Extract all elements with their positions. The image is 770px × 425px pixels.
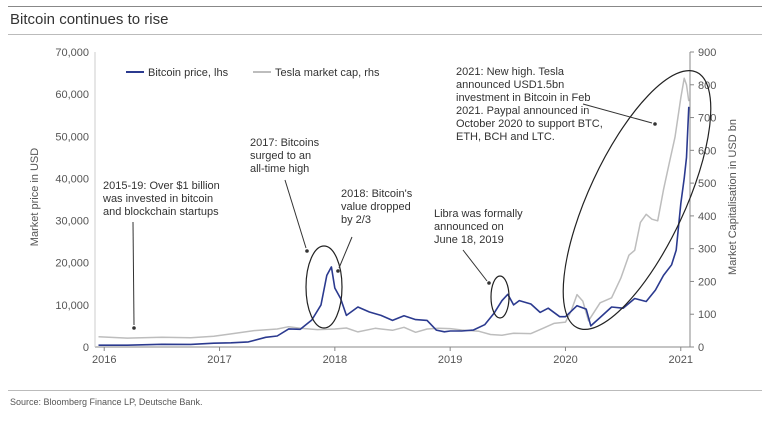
series-line-tesla-market-cap [98,77,690,339]
series-lines [98,77,690,346]
annotation-arrow [462,249,488,282]
x-tick-label: 2021 [669,354,693,366]
right-tick-label: 600 [698,145,716,157]
annotation-arrow [132,221,135,326]
annotation-arrow-head [305,249,309,253]
annotation-text-line: investment in Bitcoin in Feb [456,92,591,104]
right-tick-label: 200 [698,276,716,288]
annotation-arrows [132,103,657,330]
left-tick-label: 60,000 [55,89,89,101]
highlight-ellipse-libra [490,275,510,319]
annotation-text-line: 2021: New high. Tesla [456,66,565,78]
annotation-text-line: ETH, BCH and LTC. [456,131,555,143]
top-rule [8,6,762,7]
annotation-arrow-head [653,122,657,126]
annotation-arrow-head [487,281,491,285]
left-tick-label: 50,000 [55,131,89,143]
y-axis-label-left: Market price in USD [29,148,41,246]
left-tick-label: 40,000 [55,173,89,185]
source-rule [8,390,762,391]
x-tick-label: 2018 [323,354,347,366]
legend-label-tesla: Tesla market cap, rhs [275,67,380,79]
right-tick-label: 700 [698,113,716,125]
chart-title: Bitcoin continues to rise [10,11,169,28]
series-line-bitcoin-price [98,106,690,346]
annotation-text-line: by 2/3 [341,214,371,226]
annotation-arrow-head [336,269,340,273]
annotation-text-line: 2015-19: Over $1 billion [103,180,220,192]
annotation-text-line: surged to an [250,150,311,162]
left-tick-label: 0 [83,342,89,354]
annotation-arrow-head [132,326,136,330]
annotation-text-line: Libra was formally [434,208,523,220]
x-tick-label: 2016 [92,354,116,366]
highlight-ellipses [305,70,712,330]
legend-label-bitcoin: Bitcoin price, lhs [148,67,229,79]
left-tick-label: 70,000 [55,47,89,59]
source-note: Source: Bloomberg Finance LP, Deutsche B… [10,397,203,407]
annotation-text-line: October 2020 to support BTC, [456,118,603,130]
highlight-ellipse-2017-peak [305,245,343,329]
annotation-text-line: 2017: Bitcoins [250,137,320,149]
left-tick-label: 10,000 [55,300,89,312]
annotation-text-line: was invested in bitcoin [102,193,213,205]
highlight-ellipse-2021-high [562,70,712,330]
right-tick-label: 400 [698,211,716,223]
annotation-arrow [284,179,307,249]
annotation-text-line: announced USD1.5bn [456,79,564,91]
annotation-arrow [338,236,353,269]
annotation-text-line: value dropped [341,201,411,213]
left-axis-ticks: 0 10,000 20,000 30,000 40,000 50,000 60,000 70,… [55,47,89,354]
legend: Bitcoin price, lhs Tesla market cap, rhs [126,67,380,79]
annotation-text-line: all-time high [250,163,309,175]
annotation-text-line: announced on [434,221,504,233]
left-tick-label: 30,000 [55,216,89,228]
annotation-text-line: 2018: Bitcoin's [341,188,413,200]
x-tick-label: 2019 [438,354,462,366]
x-tick-label: 2020 [553,354,577,366]
left-tick-label: 20,000 [55,258,89,270]
right-tick-label: 900 [698,47,716,59]
annotation-text-line: 2021. Paypal announced in [456,105,589,117]
right-tick-label: 0 [698,342,704,354]
annotation-text-line: and blockchain startups [103,206,219,218]
title-rule [8,34,762,35]
annotation-text-line: June 18, 2019 [434,234,504,246]
y-axis-label-right: Market Capitalisation in USD bn [727,119,739,275]
right-tick-label: 300 [698,244,716,256]
x-axis-ticks: 2016 2017 2018 2019 2020 2021 [92,347,693,366]
annotation-arrow [582,103,653,124]
x-tick-label: 2017 [207,354,231,366]
right-tick-label: 500 [698,178,716,190]
right-tick-label: 100 [698,309,716,321]
